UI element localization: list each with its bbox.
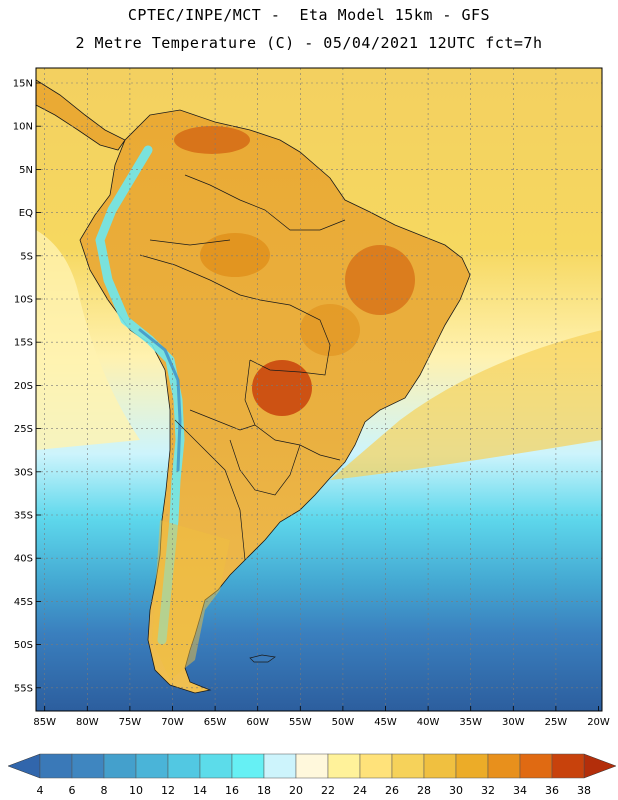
hot-core-northeast-brazil <box>345 245 415 315</box>
colorbar-swatch <box>135 753 169 779</box>
colorbar-swatch <box>519 753 553 779</box>
lon-label: 55W <box>289 717 312 728</box>
colorbar-swatch <box>327 753 361 779</box>
colorbar-swatch <box>71 753 105 779</box>
colorbar-swatch <box>295 753 329 779</box>
colorbar-high-arrow <box>583 753 617 779</box>
warm-atlantic-band <box>330 330 602 480</box>
lat-label: 35S <box>14 511 33 522</box>
colorbar-low-arrow <box>7 753 41 779</box>
map-frame <box>35 67 603 712</box>
longitude-labels: 85W 80W 75W 70W 65W 60W 55W 50W 45W 40W … <box>33 717 610 728</box>
warm-core-amazon <box>200 233 270 277</box>
lat-label: 15N <box>13 79 33 90</box>
lon-label: 50W <box>332 717 355 728</box>
colorbar-swatch <box>263 753 297 779</box>
country-borders <box>139 174 346 561</box>
colorbar-label: 12 <box>161 784 175 797</box>
map-title-line1: CPTEC/INPE/MCT - Eta Model 15km - GFS <box>127 6 491 24</box>
colorbar-label: 20 <box>289 784 303 797</box>
lon-label: 25W <box>545 717 568 728</box>
graticule <box>36 68 602 711</box>
colorbar-label: 10 <box>129 784 143 797</box>
latitude-labels: 15N 10N 5N EQ 5S 10S 15S 20S 25S 30S 35S… <box>13 79 33 695</box>
colorbar-label: 4 <box>37 784 44 797</box>
colorbar-swatch <box>487 753 521 779</box>
lon-label: 35W <box>459 717 482 728</box>
hot-core-pantanal <box>252 360 312 416</box>
lat-label: 30S <box>14 467 33 478</box>
map-title-line2: 2 Metre Temperature (C) - 05/04/2021 12U… <box>75 34 543 52</box>
colorbar-swatch <box>167 753 201 779</box>
lon-label: 60W <box>246 717 269 728</box>
colorbar-label: 6 <box>69 784 76 797</box>
lon-label: 40W <box>417 717 440 728</box>
colorbar-label: 22 <box>321 784 335 797</box>
colorbar-label: 32 <box>481 784 495 797</box>
lat-label: 25S <box>14 424 33 435</box>
lat-label: 40S <box>14 554 33 565</box>
lon-label: 70W <box>161 717 184 728</box>
colorbar-labels: 4 6 8 10 12 14 16 18 20 22 24 26 28 30 3… <box>37 784 592 797</box>
colorbar-label: 36 <box>545 784 559 797</box>
colorbar-label: 38 <box>577 784 591 797</box>
map-field <box>36 68 602 711</box>
colorbar-swatch <box>39 753 73 779</box>
tick-marks <box>36 82 599 711</box>
colorbar-swatch <box>359 753 393 779</box>
colorbar-swatch <box>103 753 137 779</box>
lat-label: 5N <box>19 165 33 176</box>
lon-label: 65W <box>204 717 227 728</box>
colorbar-label: 16 <box>225 784 239 797</box>
lat-label: 5S <box>20 251 33 262</box>
colorbar-label: 24 <box>353 784 367 797</box>
colorbar-label: 30 <box>449 784 463 797</box>
colorbar-swatch <box>231 753 265 779</box>
colorbar-swatch <box>199 753 233 779</box>
colorbar-swatches <box>39 753 585 779</box>
colorbar-label: 28 <box>417 784 431 797</box>
lon-label: 85W <box>33 717 56 728</box>
lon-label: 30W <box>502 717 525 728</box>
patagonia-cooler-area <box>152 520 230 680</box>
hot-core-venezuela <box>174 126 250 154</box>
colorbar-label: 8 <box>101 784 108 797</box>
falkland-islands <box>249 654 276 663</box>
colorbar: 4 6 8 10 12 14 16 18 20 22 24 26 28 30 3… <box>7 753 617 797</box>
colorbar-label: 18 <box>257 784 271 797</box>
lon-label: 45W <box>374 717 397 728</box>
warm-core-central-brazil <box>300 304 360 356</box>
andes-cold-core <box>138 328 182 472</box>
lon-label: 20W <box>587 717 610 728</box>
colorbar-label: 34 <box>513 784 527 797</box>
lon-label: 75W <box>119 717 142 728</box>
colorbar-swatch <box>455 753 489 779</box>
lat-label: 50S <box>14 640 33 651</box>
central-america-landmass <box>36 79 126 151</box>
lat-label: 45S <box>14 597 33 608</box>
lat-label: 15S <box>14 338 33 349</box>
lat-label: 55S <box>14 683 33 694</box>
lat-label: 10S <box>14 295 33 306</box>
lat-label: EQ <box>19 208 33 219</box>
pacific-cool-band <box>36 230 140 450</box>
lat-label: 10N <box>13 122 33 133</box>
colorbar-label: 14 <box>193 784 207 797</box>
lat-label: 20S <box>14 381 33 392</box>
lon-label: 80W <box>76 717 99 728</box>
colorbar-label: 26 <box>385 784 399 797</box>
colorbar-swatch <box>551 753 585 779</box>
colorbar-swatch <box>423 753 457 779</box>
colorbar-swatch <box>391 753 425 779</box>
